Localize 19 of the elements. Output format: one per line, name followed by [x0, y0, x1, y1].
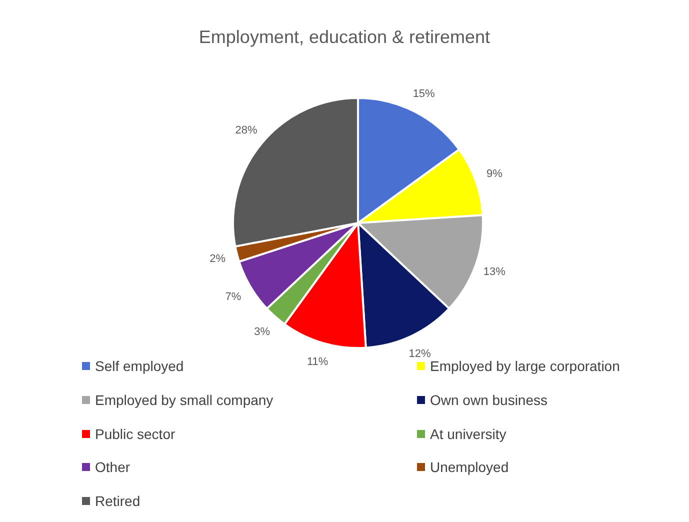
- data-label: 2%: [210, 253, 226, 266]
- legend-label: Retired: [95, 493, 140, 510]
- legend-label: Employed by small company: [95, 392, 274, 408]
- data-label: 9%: [486, 168, 503, 180]
- data-label: 13%: [483, 266, 506, 278]
- chart-title: Employment, education & retirement: [198, 27, 492, 48]
- legend-label: At university: [430, 426, 506, 442]
- data-label: 12%: [408, 348, 431, 360]
- legend-label: Own own business: [430, 392, 548, 408]
- data-label: 28%: [235, 124, 258, 137]
- legend-label: Self employed: [95, 358, 184, 374]
- data-label: 11%: [306, 356, 328, 368]
- data-label: 7%: [225, 290, 242, 303]
- legend-label: Other: [95, 459, 130, 476]
- legend-label: Employed by large corporation: [430, 358, 620, 374]
- data-label: 15%: [412, 88, 436, 100]
- legend-label: Public sector: [95, 426, 176, 442]
- legend-label: Unemployed: [430, 459, 509, 476]
- data-label: 3%: [254, 326, 270, 338]
